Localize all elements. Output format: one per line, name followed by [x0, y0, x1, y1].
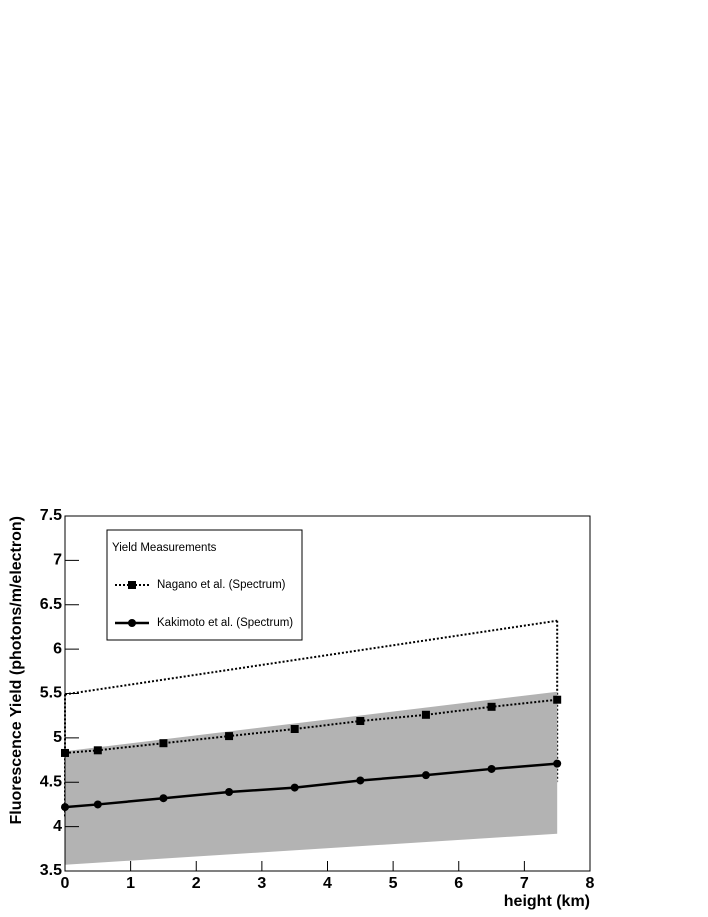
- marker: [487, 764, 496, 773]
- marker: [93, 800, 102, 809]
- marker: [553, 759, 562, 768]
- x-axis-title: height (km): [504, 893, 590, 910]
- marker: [128, 619, 136, 627]
- y-tick-label: 3.5: [40, 862, 62, 879]
- y-tick-label: 6.5: [40, 596, 62, 613]
- legend-label: Nagano et al. (Spectrum): [157, 579, 286, 591]
- x-tick-label: 8: [586, 875, 595, 892]
- x-tick-label: 1: [126, 875, 135, 892]
- y-tick-label: 5: [53, 729, 62, 746]
- x-tick-label: 2: [192, 875, 201, 892]
- marker: [128, 581, 136, 589]
- marker: [61, 748, 69, 757]
- y-tick-label: 5.5: [40, 685, 62, 702]
- x-tick-label: 6: [454, 875, 463, 892]
- y-tick-label: 4: [53, 818, 62, 835]
- marker: [159, 739, 168, 748]
- marker: [553, 695, 562, 704]
- x-tick-label: 7: [520, 875, 529, 892]
- x-tick-label: 4: [323, 875, 332, 892]
- x-tick-label: 5: [389, 875, 398, 892]
- marker: [421, 771, 430, 780]
- band-upper: [64, 619, 558, 696]
- marker: [159, 794, 168, 803]
- y-tick-label: 6: [53, 640, 62, 657]
- y-axis-title: Fluorescence Yield (photons/m/electron): [8, 516, 25, 825]
- legend-label: Kakimoto et al. (Spectrum): [157, 617, 293, 629]
- y-tick-label: 7: [53, 552, 62, 569]
- marker: [421, 710, 430, 719]
- marker: [61, 803, 69, 812]
- x-tick-label: 3: [257, 875, 266, 892]
- marker: [290, 783, 299, 792]
- y-tick-label: 4.5: [40, 773, 62, 790]
- marker: [225, 788, 234, 797]
- marker: [356, 717, 365, 726]
- marker: [93, 746, 102, 755]
- marker: [487, 702, 496, 711]
- error-band: [65, 691, 558, 865]
- legend-title: Yield Measurements: [112, 542, 217, 554]
- marker: [290, 725, 299, 733]
- legend: Yield Measurements Nagano et al. (Spectru…: [106, 529, 303, 641]
- marker: [356, 776, 365, 785]
- marker: [225, 732, 234, 741]
- x-tick-label: 0: [61, 875, 70, 892]
- y-tick-label: 7.5: [40, 507, 62, 524]
